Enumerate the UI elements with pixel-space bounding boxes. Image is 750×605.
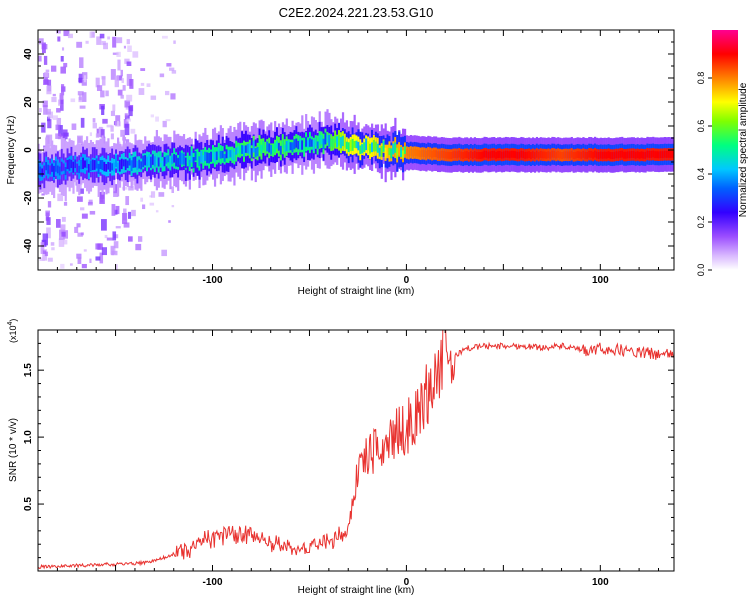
colorbar-tick-label: 0.6 xyxy=(696,120,706,133)
colorbar-gradient xyxy=(712,30,738,270)
snr-x-tick-label: -100 xyxy=(203,577,223,588)
snr-ylabel: SNR (10 * v/v) xyxy=(8,418,19,482)
spectrogram-x-tick-label: 100 xyxy=(592,275,609,286)
snr-y-tick-label: 1.5 xyxy=(23,363,34,377)
spectrogram-heatmap xyxy=(38,30,674,270)
snr-panel: -100 0 100 0.5 1.0 1.5 Height of straight lin… xyxy=(7,319,675,596)
spectrogram-panel: -100 0 100 -40 -20 0 20 40 Height of straight l… xyxy=(6,29,675,297)
spectrogram-x-tick-label: 0 xyxy=(404,275,410,286)
spectrogram-y-tick-label: -40 xyxy=(23,238,34,253)
spectrogram-ticks: -100 0 100 -40 -20 0 20 40 xyxy=(23,29,674,286)
snr-xlabel: Height of straight line (km) xyxy=(298,585,415,596)
snr-frame xyxy=(37,329,675,572)
spectrogram-x-tick-label: -100 xyxy=(203,275,223,286)
spectrogram-y-tick-label: -20 xyxy=(23,190,34,205)
spectrogram-ylabel: Frequency (Hz) xyxy=(6,116,17,185)
spectrogram-xlabel: Height of straight line (km) xyxy=(298,286,415,297)
colorbar-tick-label: 0.2 xyxy=(696,216,706,229)
snr-y-tick-label: 0.5 xyxy=(23,497,34,511)
colorbar-tick-label: 0.0 xyxy=(696,264,706,277)
colorbar-tick-label: 0.4 xyxy=(696,168,706,181)
snr-x-tick-label: 0 xyxy=(404,577,410,588)
snr-ticks: -100 0 100 0.5 1.0 1.5 xyxy=(23,330,674,588)
snr-x-tick-label: 100 xyxy=(592,577,609,588)
snr-multiplier: (x104) xyxy=(7,319,18,343)
colorbar-label: Normalized spectral amplitude xyxy=(738,82,749,217)
snr-y-tick-label: 1.0 xyxy=(23,430,34,444)
colorbar-tick-label: 0.8 xyxy=(696,72,706,85)
colorbar: 0.0 0.2 0.4 0.6 0.8 Normalized spectral ampl… xyxy=(696,30,749,276)
snr-series-line xyxy=(38,330,674,570)
colorbar-ticks: 0.0 0.2 0.4 0.6 0.8 xyxy=(696,72,712,277)
spectrogram-y-tick-label: 20 xyxy=(23,96,34,108)
figure-title: C2E2.2024.221.23.53.G10 xyxy=(279,5,434,20)
spectrogram-y-tick-label: 0 xyxy=(23,147,34,153)
spectrogram-y-tick-label: 40 xyxy=(23,48,34,60)
